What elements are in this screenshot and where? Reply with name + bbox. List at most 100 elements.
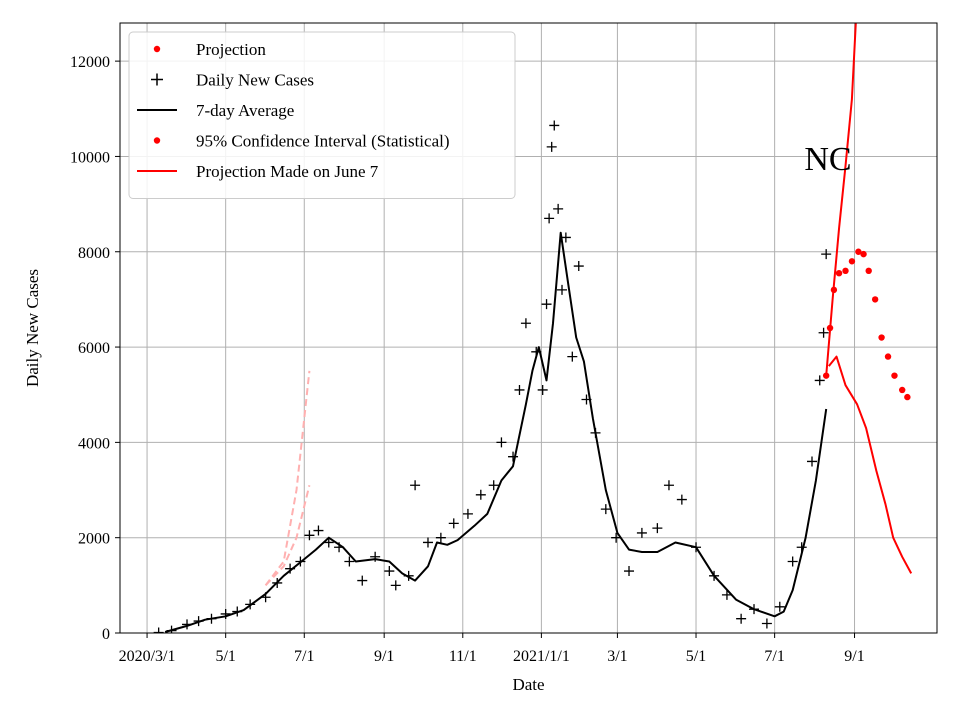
data-point-plus — [541, 299, 552, 310]
data-point-plus — [624, 566, 635, 577]
legend-label: Projection Made on June 7 — [196, 162, 379, 181]
data-point-plus — [796, 542, 807, 553]
data-point-plus — [560, 232, 571, 243]
data-point-plus — [166, 625, 177, 633]
data-layer — [153, 23, 913, 633]
data-point-plus — [370, 551, 381, 562]
data-point-plus — [488, 480, 499, 491]
series-line-projection-made-on-june-7-upper — [825, 23, 857, 376]
data-point-plus — [390, 580, 401, 591]
legend-box — [128, 31, 516, 199]
legend: Projection Daily New Cases 7-day Average 95… — [128, 31, 516, 199]
projection-dot — [899, 386, 906, 394]
projection-dot — [891, 372, 898, 379]
data-point-plus — [323, 537, 334, 548]
projection-dot — [855, 248, 862, 255]
data-point-plus — [581, 394, 592, 405]
data-point-plus — [573, 261, 584, 272]
data-point-plus — [531, 346, 542, 357]
x-axis-label: Date — [512, 675, 544, 694]
series-line-projection-made-on-june-7-lower — [828, 355, 913, 574]
legend-label: 95% Confidence Interval (Statistical) — [196, 132, 450, 151]
data-point-plus — [403, 570, 414, 581]
x-tick-label: 11/1 — [449, 648, 477, 665]
data-point-plus — [537, 384, 548, 395]
x-tick-label: 3/1 — [607, 648, 627, 665]
projection-dot — [842, 267, 849, 275]
y-tick-label: 4000 — [78, 435, 110, 452]
data-point-plus — [814, 375, 825, 386]
y-tick-label: 6000 — [78, 340, 110, 357]
data-point-plus — [691, 542, 702, 553]
projection-dot — [878, 334, 885, 341]
data-point-plus — [557, 284, 568, 295]
data-point-plus — [553, 203, 564, 214]
y-tick-label: 10000 — [70, 149, 110, 166]
data-point-plus — [410, 480, 421, 491]
data-point-plus — [546, 141, 557, 152]
data-point-plus — [761, 618, 772, 629]
data-point-plus — [304, 530, 315, 541]
legend-marker-plus — [151, 73, 163, 86]
data-point-plus — [520, 318, 531, 329]
data-point-plus — [787, 556, 798, 567]
data-point-plus — [260, 592, 271, 603]
data-point-plus — [709, 570, 720, 581]
y-tick-label: 12000 — [70, 54, 110, 71]
legend-label: Projection — [196, 40, 266, 59]
data-point-plus — [206, 613, 217, 624]
x-tick-label: 9/1 — [844, 648, 864, 665]
data-point-plus — [193, 616, 204, 627]
data-point-plus — [272, 577, 283, 588]
data-point-plus — [736, 613, 747, 624]
plot-frame — [119, 22, 938, 634]
data-point-plus — [549, 120, 560, 131]
data-point-plus — [663, 480, 674, 491]
data-point-plus — [295, 556, 306, 567]
data-point-plus — [334, 542, 345, 553]
data-point-plus — [285, 563, 296, 574]
y-tick-label: 2000 — [78, 531, 110, 548]
data-point-plus — [182, 619, 193, 630]
data-point-plus — [357, 575, 368, 586]
x-tick-label: 7/1 — [294, 648, 314, 665]
x-tick-label: 5/1 — [686, 648, 706, 665]
data-point-plus — [676, 494, 687, 505]
chart-title: NC — [804, 141, 851, 178]
y-axis-label: Daily New Cases — [23, 269, 42, 387]
tick-layer: 2020/3/1 5/1 7/1 9/1 11/1 2021/1/1 3/1 5/1 7/1 9/… — [70, 54, 865, 665]
data-point-plus — [232, 606, 243, 617]
projection-dot — [860, 250, 867, 258]
data-point-plus — [344, 556, 355, 567]
data-point-plus — [435, 532, 446, 543]
legend-label: Daily New Cases — [196, 71, 314, 90]
data-point-plus — [508, 451, 519, 462]
data-point-plus — [721, 589, 732, 600]
x-tick-label: 9/1 — [374, 648, 394, 665]
projection-dot — [884, 353, 892, 360]
legend-marker-dot — [153, 137, 161, 144]
projection-dot — [871, 296, 879, 303]
legend-label: 7-day Average — [196, 101, 294, 120]
data-point-plus — [774, 601, 785, 612]
projection-dot — [865, 267, 872, 275]
data-point-plus — [567, 351, 578, 362]
legend-marker-dot — [153, 45, 161, 53]
y-tick-label: 0 — [102, 626, 110, 643]
data-point-plus — [220, 608, 231, 619]
data-point-plus — [475, 489, 486, 500]
x-tick-label: 2021/1/1 — [513, 648, 570, 665]
series-line-early-projection-band-upper — [264, 370, 311, 586]
series-line-early-projection-band — [264, 485, 311, 586]
projection-dot — [835, 269, 843, 277]
data-point-plus — [636, 527, 647, 538]
projection-dot — [904, 393, 911, 401]
data-point-plus — [422, 537, 433, 548]
x-tick-label: 5/1 — [215, 648, 235, 665]
data-point-plus — [384, 566, 395, 577]
data-point-plus — [600, 504, 611, 515]
data-point-plus — [818, 327, 829, 338]
projection-dot — [848, 258, 856, 265]
data-point-plus — [448, 518, 459, 529]
